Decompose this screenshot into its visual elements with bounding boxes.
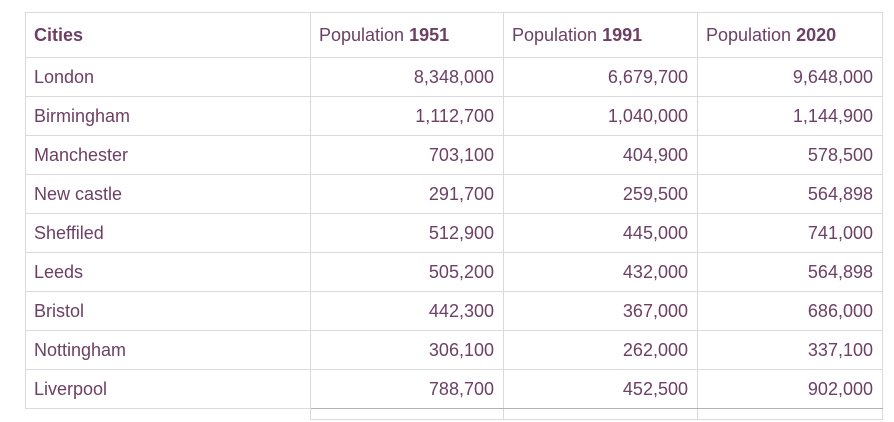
table-row: Manchester 703,100 404,900 578,500	[25, 135, 883, 175]
population-1991-cell: 1,040,000	[503, 96, 698, 136]
population-2020-cell: 9,648,000	[697, 57, 883, 97]
header-population-1951-year: 1951	[409, 24, 450, 45]
table-row: Leeds 505,200 432,000 564,898	[25, 252, 883, 292]
table-row: Birmingham 1,112,700 1,040,000 1,144,900	[25, 96, 883, 136]
city-cell: Sheffiled	[25, 213, 311, 253]
header-population-1991-year: 1991	[602, 24, 643, 45]
population-2020-cell: 564,898	[697, 174, 883, 214]
partial-blank-cell	[26, 409, 311, 420]
city-cell: Manchester	[25, 135, 311, 175]
header-population-2020-label: Population	[706, 24, 797, 45]
population-1951-cell: 788,700	[310, 369, 504, 409]
population-1991-cell: 404,900	[503, 135, 698, 175]
city-cell: Liverpool	[25, 369, 311, 409]
population-table: Cities Population 1951 Population 1991 P…	[25, 12, 883, 420]
table-row: New castle 291,700 259,500 564,898	[25, 174, 883, 214]
population-1951-cell: 1,112,700	[310, 96, 504, 136]
header-population-1951: Population 1951	[310, 12, 504, 58]
table-row: London 8,348,000 6,679,700 9,648,000	[25, 57, 883, 97]
population-1991-cell: 432,000	[503, 252, 698, 292]
population-1951-cell: 505,200	[310, 252, 504, 292]
header-population-1991-label: Population	[512, 24, 603, 45]
population-1991-cell: 367,000	[503, 291, 698, 331]
population-1951-cell: 512,900	[310, 213, 504, 253]
city-cell: Birmingham	[25, 96, 311, 136]
population-1951-cell: 8,348,000	[310, 57, 504, 97]
header-cities: Cities	[25, 12, 311, 58]
population-1991-cell: 445,000	[503, 213, 698, 253]
population-2020-cell: 337,100	[697, 330, 883, 370]
city-cell: Bristol	[25, 291, 311, 331]
population-1991-cell: 6,679,700	[503, 57, 698, 97]
population-1991-cell: 452,500	[503, 369, 698, 409]
partial-cell	[697, 408, 883, 420]
partial-bottom-row	[26, 408, 883, 420]
table-row: Sheffiled 512,900 445,000 741,000	[25, 213, 883, 253]
population-1951-cell: 442,300	[310, 291, 504, 331]
header-population-1951-label: Population	[319, 24, 410, 45]
header-population-2020-year: 2020	[796, 24, 837, 45]
table-header-row: Cities Population 1951 Population 1991 P…	[25, 12, 883, 58]
table-row: Nottingham 306,100 262,000 337,100	[25, 330, 883, 370]
city-cell: Leeds	[25, 252, 311, 292]
population-1991-cell: 262,000	[503, 330, 698, 370]
population-2020-cell: 578,500	[697, 135, 883, 175]
partial-cell	[310, 408, 504, 420]
population-1951-cell: 703,100	[310, 135, 504, 175]
population-2020-cell: 1,144,900	[697, 96, 883, 136]
population-2020-cell: 741,000	[697, 213, 883, 253]
city-cell: New castle	[25, 174, 311, 214]
table-row: Liverpool 788,700 452,500 902,000	[25, 369, 883, 409]
population-2020-cell: 902,000	[697, 369, 883, 409]
partial-cell	[503, 408, 698, 420]
header-population-1991: Population 1991	[503, 12, 698, 58]
table-row: Bristol 442,300 367,000 686,000	[25, 291, 883, 331]
population-2020-cell: 686,000	[697, 291, 883, 331]
city-cell: London	[25, 57, 311, 97]
population-1951-cell: 306,100	[310, 330, 504, 370]
population-1951-cell: 291,700	[310, 174, 504, 214]
population-2020-cell: 564,898	[697, 252, 883, 292]
population-1991-cell: 259,500	[503, 174, 698, 214]
city-cell: Nottingham	[25, 330, 311, 370]
header-population-2020: Population 2020	[697, 12, 883, 58]
